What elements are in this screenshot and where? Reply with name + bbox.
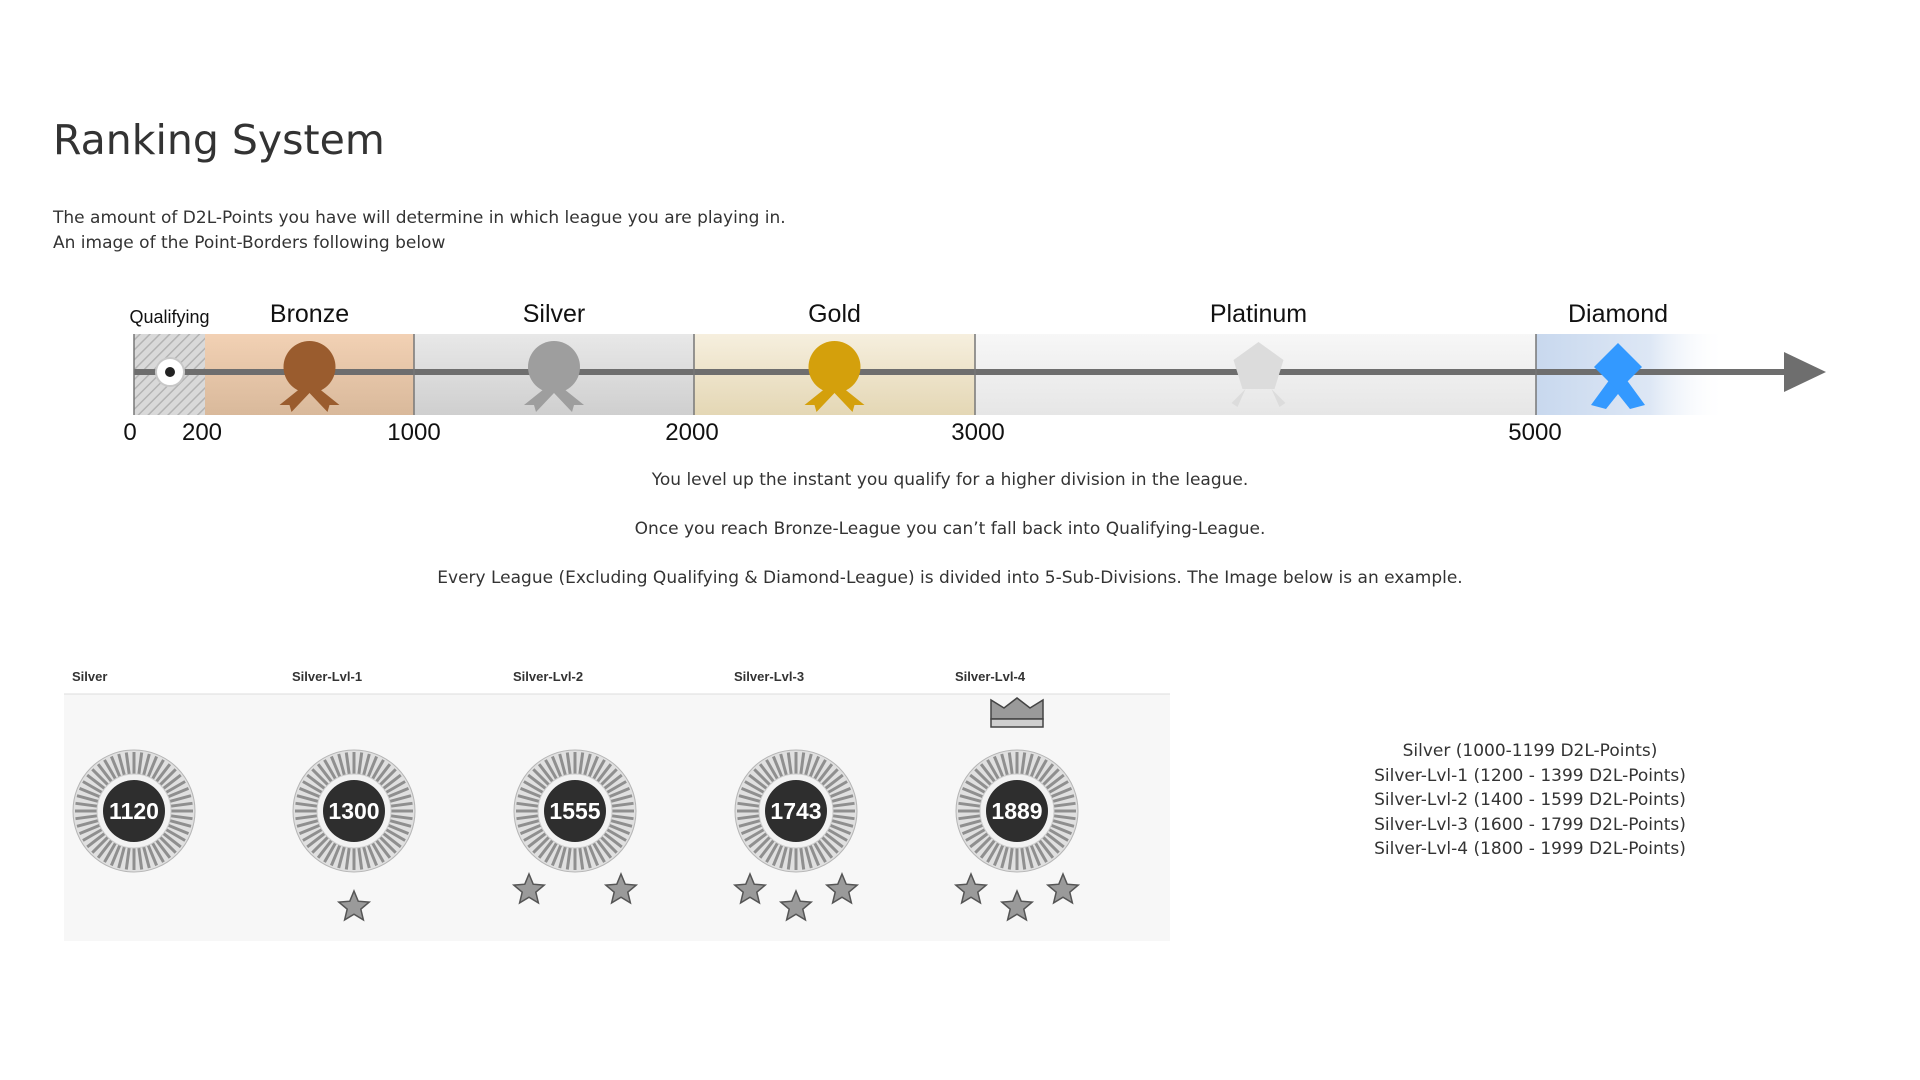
subdivision-points: 1743 — [770, 798, 821, 824]
league-name-diamond: Diamond — [1568, 300, 1668, 328]
platinum-medal-icon — [1231, 342, 1286, 407]
league-name-qualifying: Qualifying — [129, 307, 209, 327]
timeline-axis-line — [134, 369, 1789, 375]
league-name-platinum: Platinum — [1210, 300, 1307, 328]
star-icon — [778, 889, 814, 922]
subdivision-item: Silver-Lvl-2 1555 — [511, 669, 639, 905]
subdivision-label: Silver-Lvl-2 — [513, 669, 583, 684]
silver-rank-badge-icon — [955, 749, 1079, 873]
subdivision-points: 1300 — [328, 798, 379, 824]
league-name-silver: Silver — [523, 300, 586, 328]
qualifying-target-icon — [155, 357, 185, 387]
page-title: Ranking System — [53, 116, 385, 164]
subdivision-points: 1889 — [991, 798, 1042, 824]
league-name-gold: Gold — [808, 300, 861, 328]
intro-line: The amount of D2L-Points you have will d… — [53, 208, 786, 228]
subdivision-item: Silver-Lvl-1 1300 — [292, 669, 416, 922]
range-line: Silver-Lvl-2 (1400 - 1599 D2L-Points) — [1374, 790, 1686, 810]
star-icon — [336, 889, 372, 922]
timeline-arrow-head — [1784, 352, 1826, 392]
range-line: Silver (1000-1199 D2L-Points) — [1402, 741, 1658, 761]
subdivision-item: Silver-Lvl-3 1743 — [732, 669, 860, 922]
subdivision-label: Silver-Lvl-1 — [292, 669, 362, 684]
league-name-bronze: Bronze — [270, 300, 349, 328]
star-icon — [953, 872, 989, 905]
silver-rank-badge-icon — [72, 749, 196, 873]
star-icon — [999, 889, 1035, 922]
star-icon — [824, 872, 860, 905]
subdivision-label: Silver-Lvl-3 — [734, 669, 804, 684]
subdivision-example: Silver 1120 Silver-Lvl-1 1300 Silver-Lvl-2 15… — [64, 669, 1170, 941]
star-icon — [732, 872, 768, 905]
crown-icon — [990, 697, 1044, 728]
star-icon — [603, 872, 639, 905]
range-line: Silver-Lvl-4 (1800 - 1999 D2L-Points) — [1374, 839, 1686, 859]
diamond-medal-icon — [1591, 343, 1645, 409]
note-subdivisions: Every League (Excluding Qualifying & Dia… — [437, 568, 1463, 588]
silver-medal-icon — [524, 341, 584, 412]
silver-rank-badge-icon — [734, 749, 858, 873]
note-no-fall-back: Once you reach Bronze-League you can’t f… — [634, 519, 1266, 539]
bronze-medal-icon — [279, 341, 340, 412]
subdivision-label: Silver — [72, 669, 107, 684]
subdivision-item: Silver-Lvl-4 1889 — [953, 669, 1081, 922]
silver-rank-badge-icon — [513, 749, 637, 873]
note-level-up: You level up the instant you qualify for… — [651, 470, 1249, 490]
gold-medal-icon — [804, 341, 865, 412]
subdivision-points: 1555 — [549, 798, 600, 824]
league-timeline: Qualifying Bronze Silver Gold Platinum Diamon… — [123, 300, 1826, 446]
range-line: Silver-Lvl-1 (1200 - 1399 D2L-Points) — [1374, 765, 1686, 786]
tick-label: 3000 — [951, 419, 1004, 446]
silver-rank-badge-icon — [292, 749, 416, 873]
tick-label: 2000 — [665, 419, 718, 446]
tick-label: 200 — [182, 419, 222, 446]
subdivision-label: Silver-Lvl-4 — [955, 669, 1026, 684]
tick-label: 0 — [123, 419, 136, 446]
star-icon — [1045, 872, 1081, 905]
tick-label: 5000 — [1508, 419, 1561, 446]
subdivision-item: Silver 1120 — [72, 669, 196, 873]
intro-line: An image of the Point-Borders following … — [53, 233, 446, 253]
subdivision-points: 1120 — [109, 798, 159, 824]
subdivision-ranges: Silver (1000-1199 D2L-Points) Silver-Lvl… — [1340, 739, 1720, 862]
star-icon — [511, 872, 547, 905]
intro-text: The amount of D2L-Points you have will d… — [53, 206, 786, 256]
range-line: Silver-Lvl-3 (1600 - 1799 D2L-Points) — [1374, 814, 1686, 835]
tick-label: 1000 — [387, 419, 440, 446]
